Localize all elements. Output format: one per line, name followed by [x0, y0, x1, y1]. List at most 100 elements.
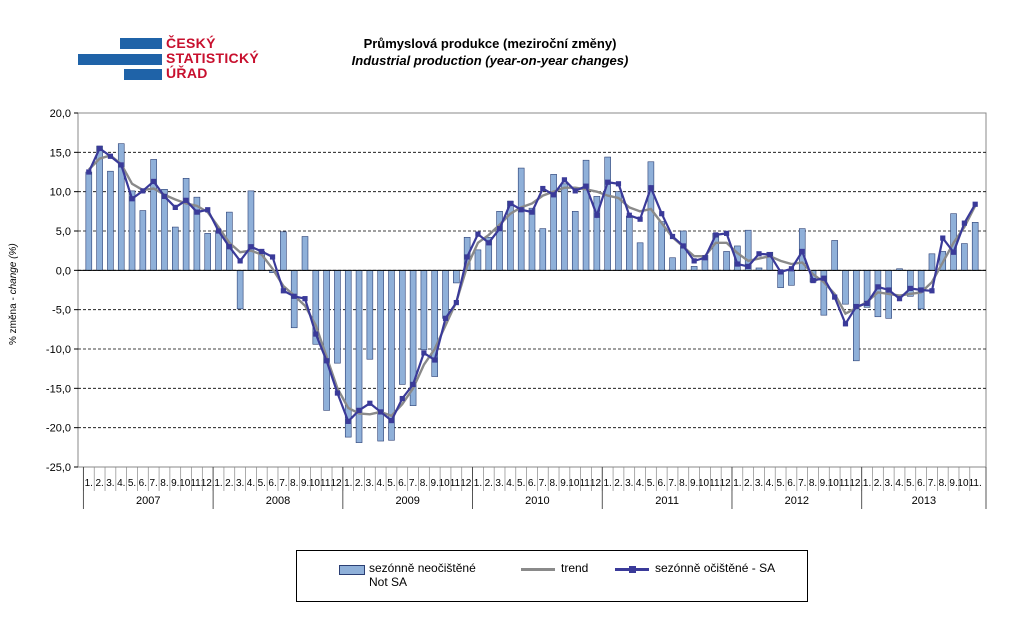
x-month-label: 8. [549, 478, 557, 489]
bar-not-sa [139, 210, 147, 271]
sa-point [442, 315, 449, 321]
sa-point [486, 240, 492, 246]
x-month-label: 12. [720, 478, 734, 489]
x-month-label: 6. [787, 478, 795, 489]
x-month-label: 2. [355, 478, 363, 489]
sa-point [637, 216, 643, 222]
x-month-label: 3. [495, 478, 503, 489]
y-tick-label: -20,0 [46, 423, 71, 435]
sa-point [345, 418, 351, 424]
x-month-label: 1. [603, 478, 611, 489]
sa-point [432, 357, 438, 363]
sa-point [302, 296, 308, 302]
logo-line-2: STATISTICKÝ [166, 50, 260, 66]
sa-point [821, 275, 827, 281]
sa-point [205, 207, 211, 213]
bar-not-sa [615, 191, 622, 271]
bar-not-sa [334, 270, 341, 364]
x-month-label: 7. [668, 478, 676, 489]
x-month-label: 6. [398, 478, 406, 489]
sa-point [583, 183, 589, 189]
x-month-label: 10. [439, 478, 453, 489]
x-month-label: 1. [474, 478, 482, 489]
sa-point [561, 177, 568, 183]
legend-bars-en: Not SA [369, 575, 408, 589]
x-month-label: 8. [939, 478, 947, 489]
legend-item-bars: sezónně neočištěné Not SA [369, 561, 476, 589]
x-month-label: 11. [969, 478, 982, 489]
x-month-label: 12. [201, 478, 215, 489]
sa-point [572, 188, 578, 194]
x-month-label: 5. [906, 478, 914, 489]
sa-point [832, 294, 838, 300]
title-en: Industrial production (year-on-year chan… [351, 53, 629, 68]
legend-swatch-trend [521, 568, 555, 571]
sa-point [659, 211, 665, 217]
x-month-label: 10. [309, 478, 323, 489]
x-month-label: 8. [809, 478, 817, 489]
bar-not-sa [377, 270, 384, 442]
x-month-label: 6. [658, 478, 666, 489]
sa-point [896, 296, 903, 302]
sa-point [767, 252, 773, 258]
sa-point [313, 331, 319, 337]
x-month-label: 7. [798, 478, 806, 489]
sa-point [940, 235, 946, 241]
x-month-label: 4. [506, 478, 514, 489]
x-month-label: 1. [344, 478, 352, 489]
x-month-label: 11. [839, 478, 852, 489]
sa-point [421, 350, 427, 356]
bar-not-sa [172, 226, 179, 271]
sa-point [259, 248, 265, 255]
x-month-label: 8. [160, 478, 168, 489]
x-month-label: 3. [885, 478, 893, 489]
x-month-label: 2. [225, 478, 233, 489]
x-month-label: 9. [820, 478, 828, 489]
x-month-label: 9. [431, 478, 439, 489]
sa-point [388, 417, 395, 424]
bar-not-sa [107, 170, 114, 271]
x-month-label: 3. [755, 478, 763, 489]
bar-not-sa [690, 266, 698, 271]
csu-logo: ČESKÝ STATISTICKÝ ÚŘAD [78, 36, 268, 84]
sa-point [594, 212, 600, 218]
x-month-label: 4. [376, 478, 384, 489]
bar-not-sa [907, 270, 914, 297]
bar-not-sa [636, 242, 644, 271]
sa-point [626, 212, 632, 218]
sa-point [529, 209, 535, 215]
x-month-label: 6. [528, 478, 536, 489]
sa-point [950, 249, 957, 255]
x-month-label: 7. [149, 478, 157, 489]
x-month-label: 1. [214, 478, 222, 489]
chart-title: Průmyslová produkce (meziroční změny) In… [300, 36, 680, 68]
x-month-label: 10. [828, 478, 842, 489]
sa-point [410, 381, 416, 387]
x-month-label: 5. [258, 478, 266, 489]
bar-not-sa [658, 221, 665, 271]
bar-not-sa [561, 183, 568, 271]
x-year-label: 2010 [525, 495, 549, 507]
x-month-label: 6. [139, 478, 147, 489]
bar-not-sa [128, 190, 136, 271]
logo-stripe-3 [124, 69, 162, 80]
x-month-label: 12. [330, 478, 344, 489]
x-month-label: 1. [85, 478, 93, 489]
sa-point [713, 232, 719, 238]
x-month-label: 9. [301, 478, 309, 489]
legend-item-trend: trend [561, 561, 589, 575]
sa-point [324, 358, 330, 364]
logo-text: ČESKÝ STATISTICKÝ ÚŘAD [166, 36, 259, 81]
sa-point [118, 162, 124, 168]
bar-not-sa [204, 233, 211, 271]
sa-point [886, 287, 892, 293]
bar-not-sa [831, 240, 838, 271]
sa-point [734, 261, 740, 267]
sa-point [788, 266, 795, 272]
sa-point [853, 303, 859, 310]
x-year-label: 2013 [912, 495, 936, 507]
bar-not-sa [247, 190, 255, 271]
bar-not-sa [96, 145, 103, 271]
x-month-label: 7. [279, 478, 287, 489]
